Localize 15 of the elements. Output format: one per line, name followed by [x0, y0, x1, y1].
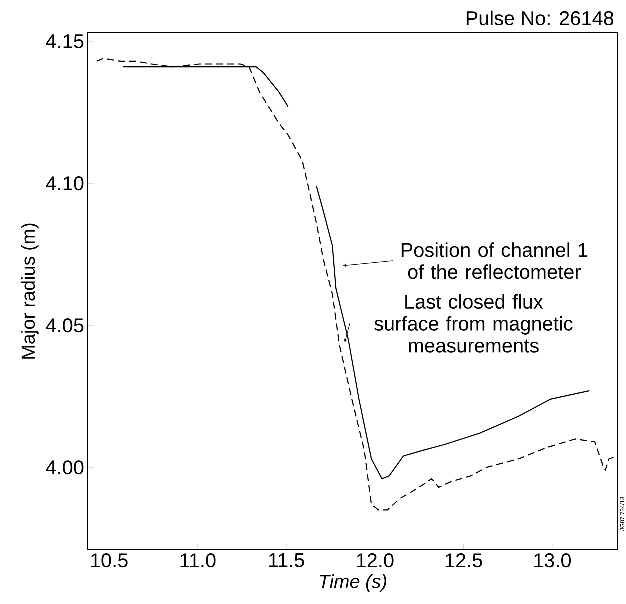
x-tick-label: 12.0	[357, 554, 394, 568]
x-tick-label: 11.0	[180, 554, 216, 568]
y-tick-label: 4.00	[46, 460, 84, 475]
x-tick-label: 11.5	[269, 554, 304, 568]
annotation: Position of channel 1 of the reflectometer	[402, 242, 588, 280]
x-tick-label: 10.5	[91, 554, 128, 568]
y-axis-title: Major radius (m)	[21, 224, 39, 359]
x-tick-label: 12.5	[446, 554, 482, 568]
chart-title: Pulse No: 26148	[466, 10, 614, 26]
y-tick-label: 4.05	[46, 318, 84, 333]
x-axis-title: Time (s)	[320, 574, 386, 592]
y-tick-label: 4.10	[46, 176, 84, 191]
x-tick-label: 13.0	[534, 554, 572, 568]
y-tick-label: 4.15	[46, 34, 84, 48]
annotation: Last closed flux surface from magnetic measurements	[374, 294, 573, 353]
